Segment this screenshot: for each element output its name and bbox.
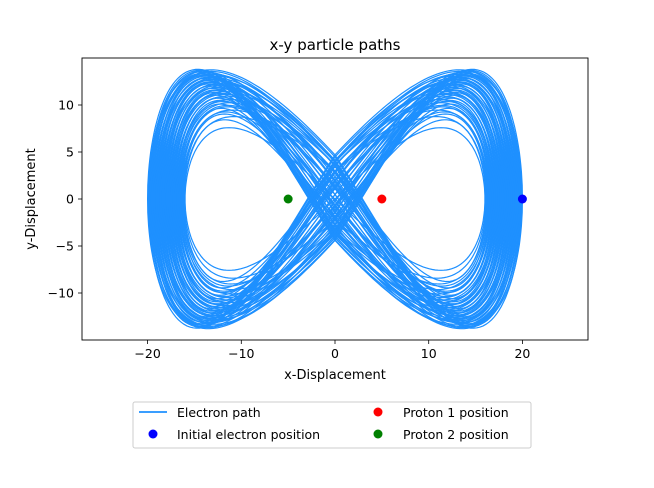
electron-path-orbit bbox=[184, 127, 486, 271]
electron-path bbox=[146, 68, 523, 330]
legend-electron-path-label: Electron path bbox=[177, 405, 261, 420]
position-markers bbox=[283, 194, 527, 204]
electron-path-orbit bbox=[146, 68, 523, 330]
electron-path-orbit bbox=[171, 92, 499, 306]
proton-2-marker bbox=[283, 194, 293, 204]
legend-proton-1-swatch bbox=[373, 407, 383, 417]
electron-path-orbit bbox=[158, 78, 512, 320]
legend-initial-electron-swatch bbox=[148, 429, 158, 439]
y-tick-label: −10 bbox=[48, 286, 74, 301]
x-tick-label: 20 bbox=[514, 346, 530, 361]
y-tick-label: 0 bbox=[66, 192, 74, 207]
legend-proton-2-swatch bbox=[373, 429, 383, 439]
electron-path-orbit bbox=[148, 69, 522, 329]
electron-path-orbit bbox=[149, 70, 521, 328]
chart-title: x-y particle paths bbox=[270, 36, 401, 54]
initial-electron-marker bbox=[517, 194, 527, 204]
y-tick-label: 10 bbox=[58, 98, 74, 113]
legend: Electron path Initial electron position … bbox=[132, 401, 532, 449]
electron-path-orbit bbox=[147, 69, 523, 329]
legend-proton-1-label: Proton 1 position bbox=[403, 405, 509, 420]
y-axis-ticks: −10 −5 0 5 10 bbox=[48, 98, 82, 301]
y-tick-label: 5 bbox=[66, 145, 74, 160]
x-tick-label: −20 bbox=[134, 346, 160, 361]
proton-1-marker bbox=[377, 194, 387, 204]
x-tick-label: 10 bbox=[421, 346, 437, 361]
electron-path-orbit bbox=[151, 71, 519, 327]
legend-initial-electron-label: Initial electron position bbox=[177, 427, 320, 442]
x-axis-ticks: −20 −10 0 10 20 bbox=[134, 340, 530, 361]
y-tick-label: −5 bbox=[56, 239, 74, 254]
electron-path-orbit bbox=[183, 119, 487, 279]
x-tick-label: 0 bbox=[331, 346, 339, 361]
x-axis-label: x-Displacement bbox=[284, 368, 386, 383]
y-axis-label: y-Displacement bbox=[24, 148, 39, 250]
legend-box bbox=[132, 401, 532, 449]
x-tick-label: −10 bbox=[228, 346, 254, 361]
legend-proton-2-label: Proton 2 position bbox=[403, 427, 509, 442]
